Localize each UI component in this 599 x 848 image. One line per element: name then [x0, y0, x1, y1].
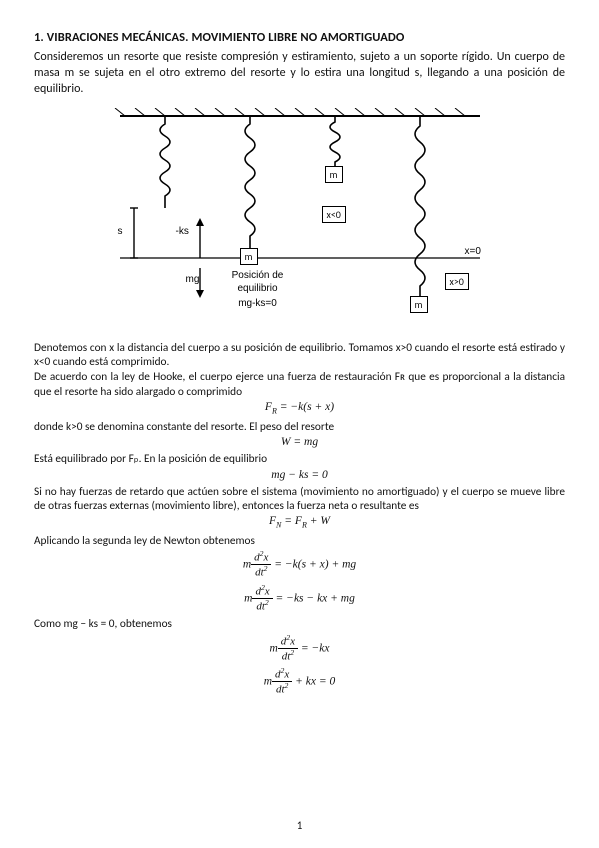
p-denote: Denotemos con x la distancia del cuerpo …: [34, 341, 565, 370]
eq-fn: FN = FR + W: [34, 515, 565, 529]
label-xeq0: x=0: [465, 246, 481, 257]
eq-newton-1: md2xdt2 = −k(s + x) + mg: [34, 550, 565, 579]
mass-box-compressed: m: [325, 166, 343, 183]
label-xgt0: x>0: [445, 273, 469, 290]
label-xlt0: x<0: [322, 206, 346, 223]
page-number: 1: [0, 819, 599, 832]
mass-box-stretched: m: [410, 296, 428, 313]
p-k: donde k>0 se denomina constante del reso…: [34, 420, 565, 434]
eq-final-2: md2xdt2 + kx = 0: [34, 667, 565, 696]
p-fp: Está equilibrado por Fₚ. En la posición …: [34, 452, 565, 466]
label-s: s: [118, 226, 123, 237]
spring-diagram-svg: [100, 108, 500, 333]
label-pos-eq2: equilibrio: [228, 283, 288, 294]
label-pos-eq1: Posición de: [228, 270, 288, 281]
label-mgks0: mg-ks=0: [228, 298, 288, 309]
p-nodamp: Si no hay fuerzas de retardo que actúen …: [34, 485, 565, 514]
p-hooke: De acuerdo con la ley de Hooke, el cuerp…: [34, 370, 565, 399]
eq-final-1: md2xdt2 = −kx: [34, 634, 565, 663]
label-minus-ks: -ks: [176, 226, 189, 237]
eq-fr: FR = −k(s + x): [34, 401, 565, 415]
eq-newton-2: md2xdt2 = −ks − kx + mg: [34, 584, 565, 613]
p-newton: Aplicando la segunda ley de Newton obten…: [34, 534, 565, 548]
section-title: 1. VIBRACIONES MECÁNICAS. MOVIMIENTO LIB…: [34, 30, 565, 45]
mass-box-eq: m: [240, 248, 258, 265]
spring-diagram: s -ks mg m m m Posición de equilibrio mg…: [100, 108, 500, 333]
eq-w: W = mg: [34, 436, 565, 448]
eq-mgks: mg − ks = 0: [34, 469, 565, 481]
document-page: 1. VIBRACIONES MECÁNICAS. MOVIMIENTO LIB…: [0, 0, 599, 848]
label-mg: mg: [186, 274, 200, 285]
intro-paragraph: Consideremos un resorte que resiste comp…: [34, 49, 565, 98]
p-como: Como mg − ks = 0, obtenemos: [34, 617, 565, 631]
